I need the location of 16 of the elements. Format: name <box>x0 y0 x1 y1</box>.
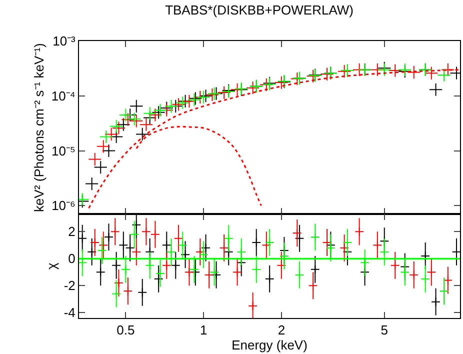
y-tick-label: -2 <box>64 278 76 294</box>
y-tick-label: 0 <box>68 251 76 266</box>
y-tick-label: 2 <box>68 224 76 240</box>
x-axis-title: Energy (keV) <box>232 338 308 353</box>
y-tick-label: 10⁻⁶ <box>52 198 76 214</box>
y-tick-label: -4 <box>64 305 76 320</box>
chart-title: TBABS*(DISKBB+POWERLAW) <box>165 2 354 18</box>
x-tick-label: 0.5 <box>116 322 135 338</box>
y-tick-label: 10⁻⁵ <box>52 143 76 158</box>
x-tick-label: 5 <box>380 322 388 338</box>
x-tick-label: 1 <box>200 322 208 338</box>
y-axis-title: χ <box>44 262 59 270</box>
y-axis-title: keV² (Photons cm⁻² s⁻¹ keV⁻¹) <box>31 43 46 212</box>
y-tick-label: 10⁻⁴ <box>51 88 76 104</box>
y-tick-label: 10⁻³ <box>52 34 76 49</box>
x-tick-label: 2 <box>278 322 286 338</box>
